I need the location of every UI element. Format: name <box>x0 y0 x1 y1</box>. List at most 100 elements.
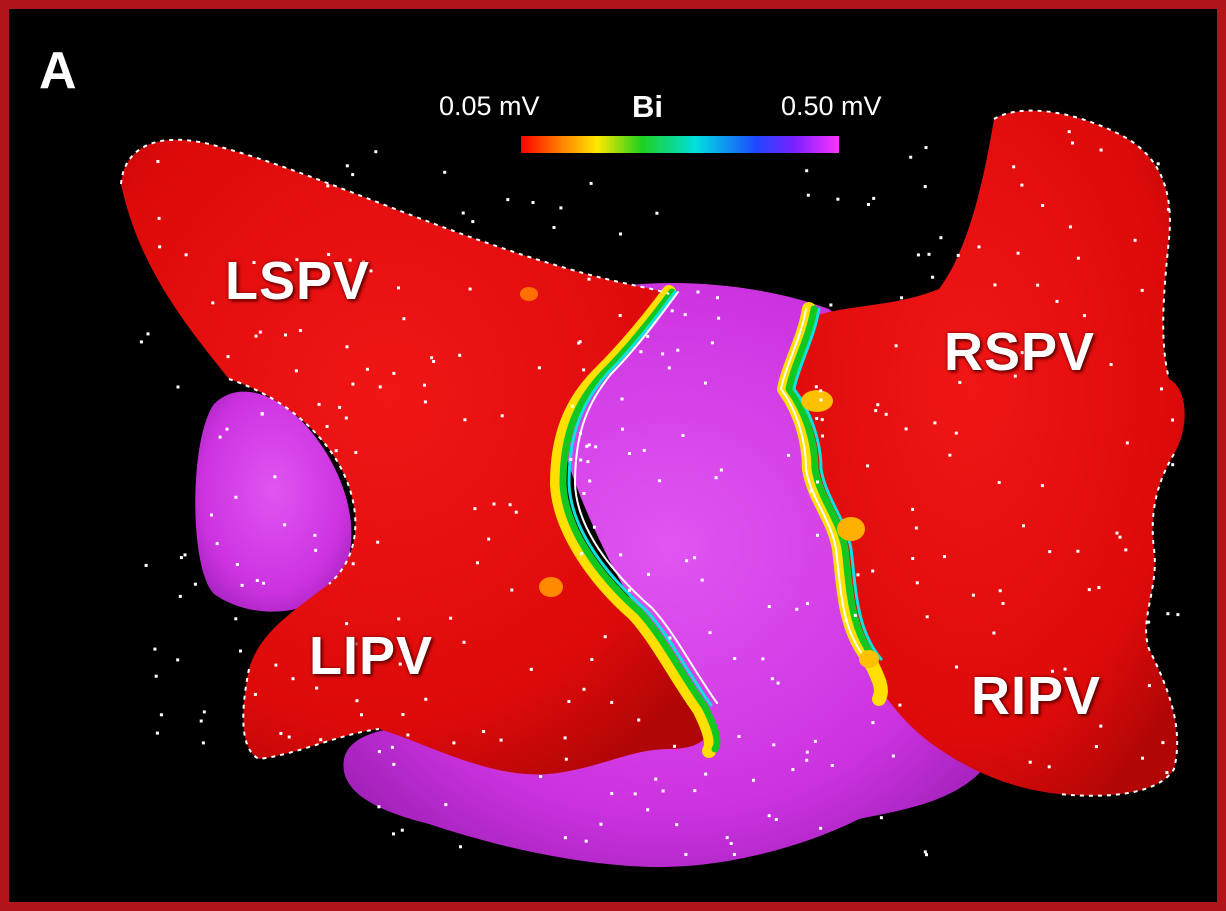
mapping-point <box>618 314 622 317</box>
mapping-point <box>260 412 264 416</box>
mapping-point <box>830 764 834 767</box>
mapping-point <box>931 275 935 279</box>
mapping-point <box>587 277 591 281</box>
mapping-point <box>685 559 689 563</box>
mapping-point <box>774 818 778 822</box>
mapping-point <box>1124 548 1128 552</box>
mapping-point <box>1076 256 1080 260</box>
mapping-point <box>471 220 475 224</box>
scale-max-label: 0.50 mV <box>781 91 882 121</box>
mapping-point <box>476 561 479 565</box>
mapping-point <box>814 385 818 389</box>
mapping-point <box>344 416 348 420</box>
color-scale: 0.05 mV Bi 0.50 mV <box>439 91 909 163</box>
mapping-point <box>704 772 708 776</box>
mapping-point <box>675 823 679 827</box>
mapping-point <box>1125 441 1129 445</box>
mapping-point <box>1094 745 1098 749</box>
mapping-point <box>716 296 719 300</box>
mapping-point <box>809 489 813 493</box>
mapping-point <box>1016 251 1020 255</box>
mapping-point <box>1020 183 1024 187</box>
mapping-point <box>805 758 809 762</box>
mapping-point <box>1082 314 1086 318</box>
mapping-point <box>482 730 486 733</box>
mapping-point <box>729 842 733 845</box>
mapping-point <box>693 789 697 793</box>
mapping-point <box>900 296 903 300</box>
mapping-point <box>579 458 583 462</box>
mapping-point <box>537 366 541 370</box>
mapping-point <box>911 557 915 560</box>
mapping-point <box>262 581 266 585</box>
mapping-point <box>390 745 394 749</box>
mapping-point <box>202 710 206 714</box>
mapping-point <box>714 476 718 480</box>
mapping-point <box>654 777 658 781</box>
mapping-point <box>463 418 467 422</box>
voltage-transition-left <box>550 285 721 758</box>
mapping-point <box>1115 531 1119 535</box>
mapping-point <box>449 616 453 620</box>
mapping-point <box>284 333 287 337</box>
mapping-point <box>997 481 1001 484</box>
mapping-point <box>927 252 931 256</box>
mapping-point <box>732 852 736 856</box>
mapping-point <box>397 617 401 621</box>
mapping-point <box>610 700 614 704</box>
mapping-point <box>795 607 799 611</box>
mapping-point <box>704 381 707 385</box>
mapping-point <box>215 542 219 546</box>
mapping-point <box>667 366 671 370</box>
mapping-point <box>279 732 283 735</box>
mapping-point <box>806 602 809 606</box>
mapping-point <box>424 697 428 701</box>
mapping-point <box>354 451 358 454</box>
mapping-point <box>579 431 582 435</box>
voltage-map <box>120 109 1185 868</box>
mapping-point <box>733 657 737 660</box>
mapping-point <box>954 431 958 435</box>
mapping-point <box>998 589 1002 593</box>
mapping-point <box>577 341 581 345</box>
mapping-point <box>252 261 256 264</box>
mapping-point <box>146 332 150 336</box>
mapping-point <box>582 492 586 495</box>
mapping-point <box>1118 535 1122 539</box>
mapping-point <box>510 588 514 592</box>
mapping-point <box>1012 165 1016 169</box>
panel-letter: A <box>39 42 77 100</box>
mapping-point <box>153 647 157 651</box>
mapping-point <box>658 479 662 483</box>
mapping-point <box>708 631 712 635</box>
mapping-point <box>661 352 665 356</box>
mapping-point <box>924 146 928 150</box>
mapping-point <box>499 738 503 742</box>
mapping-point <box>1156 162 1160 166</box>
mapping-point <box>1133 238 1137 242</box>
mapping-point <box>563 836 567 840</box>
mapping-point <box>956 253 960 257</box>
mapping-point <box>144 563 148 567</box>
mapping-point <box>776 681 780 685</box>
mapping-point <box>911 507 915 511</box>
mapping-point <box>584 839 588 843</box>
mapping-point <box>443 170 447 174</box>
mapping-point <box>856 573 860 577</box>
mapping-point <box>295 258 299 262</box>
mapping-point <box>234 495 238 499</box>
mapping-point <box>582 687 586 691</box>
mapping-point <box>508 503 512 507</box>
mapping-point <box>298 329 302 332</box>
mapping-point <box>909 155 913 159</box>
label-lipv: LIPV <box>309 626 434 686</box>
mapping-point <box>925 615 929 619</box>
mapping-point <box>767 814 771 818</box>
mapping-point <box>1166 207 1170 211</box>
mapping-point <box>444 803 448 807</box>
left-pv-low-voltage <box>121 139 710 775</box>
mapping-point <box>345 345 349 349</box>
mapping-point <box>531 201 535 204</box>
mapping-point <box>239 649 242 653</box>
